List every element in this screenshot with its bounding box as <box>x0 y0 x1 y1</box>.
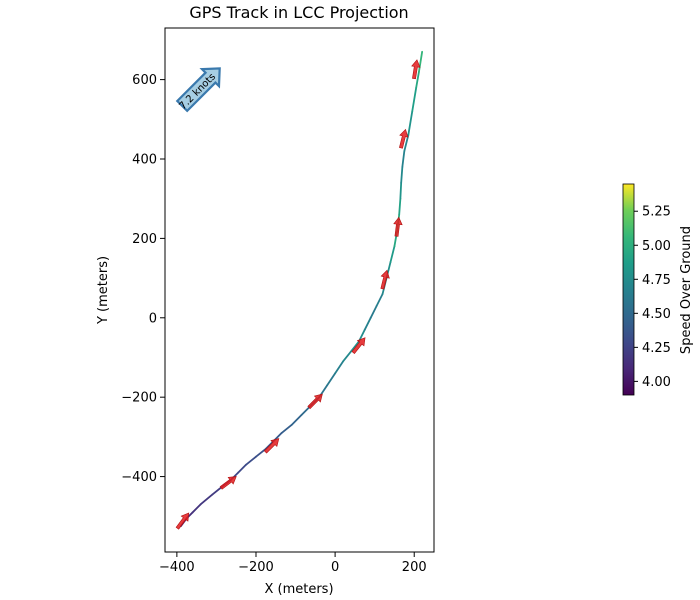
x-tick-label: −200 <box>238 560 274 575</box>
track-segment <box>350 340 360 353</box>
x-tick-label: 200 <box>402 560 427 575</box>
track-segment <box>334 360 344 375</box>
heading-arrow <box>307 393 323 410</box>
colorbar-gradient <box>622 183 635 396</box>
x-axis-ticks: −400 −200 0 200 <box>159 552 427 575</box>
track-segment <box>245 455 257 466</box>
track-segment <box>401 150 406 168</box>
track-segment <box>342 350 352 363</box>
track-segment <box>375 293 384 307</box>
track-segment <box>326 372 337 387</box>
heading-arrows <box>175 59 421 530</box>
track-layer <box>179 50 424 528</box>
heading-arrow <box>393 216 403 237</box>
heading-arrow <box>351 337 366 355</box>
colorbar-tick-label: 5.25 <box>642 205 671 220</box>
heading-arrow <box>219 476 237 490</box>
y-tick-label: −200 <box>121 391 157 406</box>
x-axis-label: X (meters) <box>264 582 333 597</box>
colorbar-ticks: 4.00 4.25 4.50 4.75 5.00 5.25 <box>634 205 671 390</box>
x-tick-label: −400 <box>159 560 195 575</box>
track-segment <box>199 493 214 506</box>
heading-arrow <box>263 438 280 454</box>
colorbar-tick-label: 5.00 <box>642 239 671 254</box>
y-tick-label: 400 <box>132 153 157 168</box>
y-axis-ticks: −400 −200 0 200 400 600 <box>121 73 165 485</box>
track-segment <box>363 316 372 331</box>
track-segment <box>399 181 403 200</box>
track-segment <box>191 503 202 514</box>
track-segment <box>389 245 396 264</box>
x-tick-label: 0 <box>331 560 339 575</box>
track-segment <box>290 414 303 426</box>
track-segment <box>407 110 414 137</box>
y-tick-label: 200 <box>132 232 157 247</box>
track-segment <box>237 463 247 474</box>
heading-arrow <box>175 512 190 530</box>
colorbar-tick-label: 4.50 <box>642 307 671 322</box>
heading-arrow <box>380 269 390 290</box>
track-segment <box>255 447 267 458</box>
wind-label: 7.2 knots <box>177 71 218 112</box>
track-segment <box>398 197 402 216</box>
track-segment <box>415 70 420 89</box>
colorbar-tick-label: 4.75 <box>642 273 671 288</box>
colorbar-label: Speed Over Ground <box>679 226 694 354</box>
plot-area <box>164 27 435 553</box>
track-segment <box>403 134 410 152</box>
y-tick-label: −400 <box>121 470 157 485</box>
track-segment <box>418 50 424 73</box>
colorbar: 4.00 4.25 4.50 4.75 5.00 5.25 Speed Over Grou… <box>622 183 694 396</box>
track-segment <box>400 166 404 184</box>
y-tick-label: 600 <box>132 73 157 88</box>
track-segment <box>369 304 378 319</box>
y-tick-label: 0 <box>149 311 157 326</box>
wind-arrow: 7.2 knots <box>175 67 221 113</box>
track-segment <box>411 86 418 113</box>
colorbar-tick-label: 4.25 <box>642 341 671 356</box>
track-segment <box>280 424 293 434</box>
colorbar-tick-label: 4.00 <box>642 375 671 390</box>
y-axis-label: Y (meters) <box>96 256 111 325</box>
heading-arrow <box>399 128 409 149</box>
heading-arrow <box>411 59 421 80</box>
wind-indicator: 7.2 knots <box>175 67 221 113</box>
chart-title: GPS Track in LCC Projection <box>189 3 408 22</box>
